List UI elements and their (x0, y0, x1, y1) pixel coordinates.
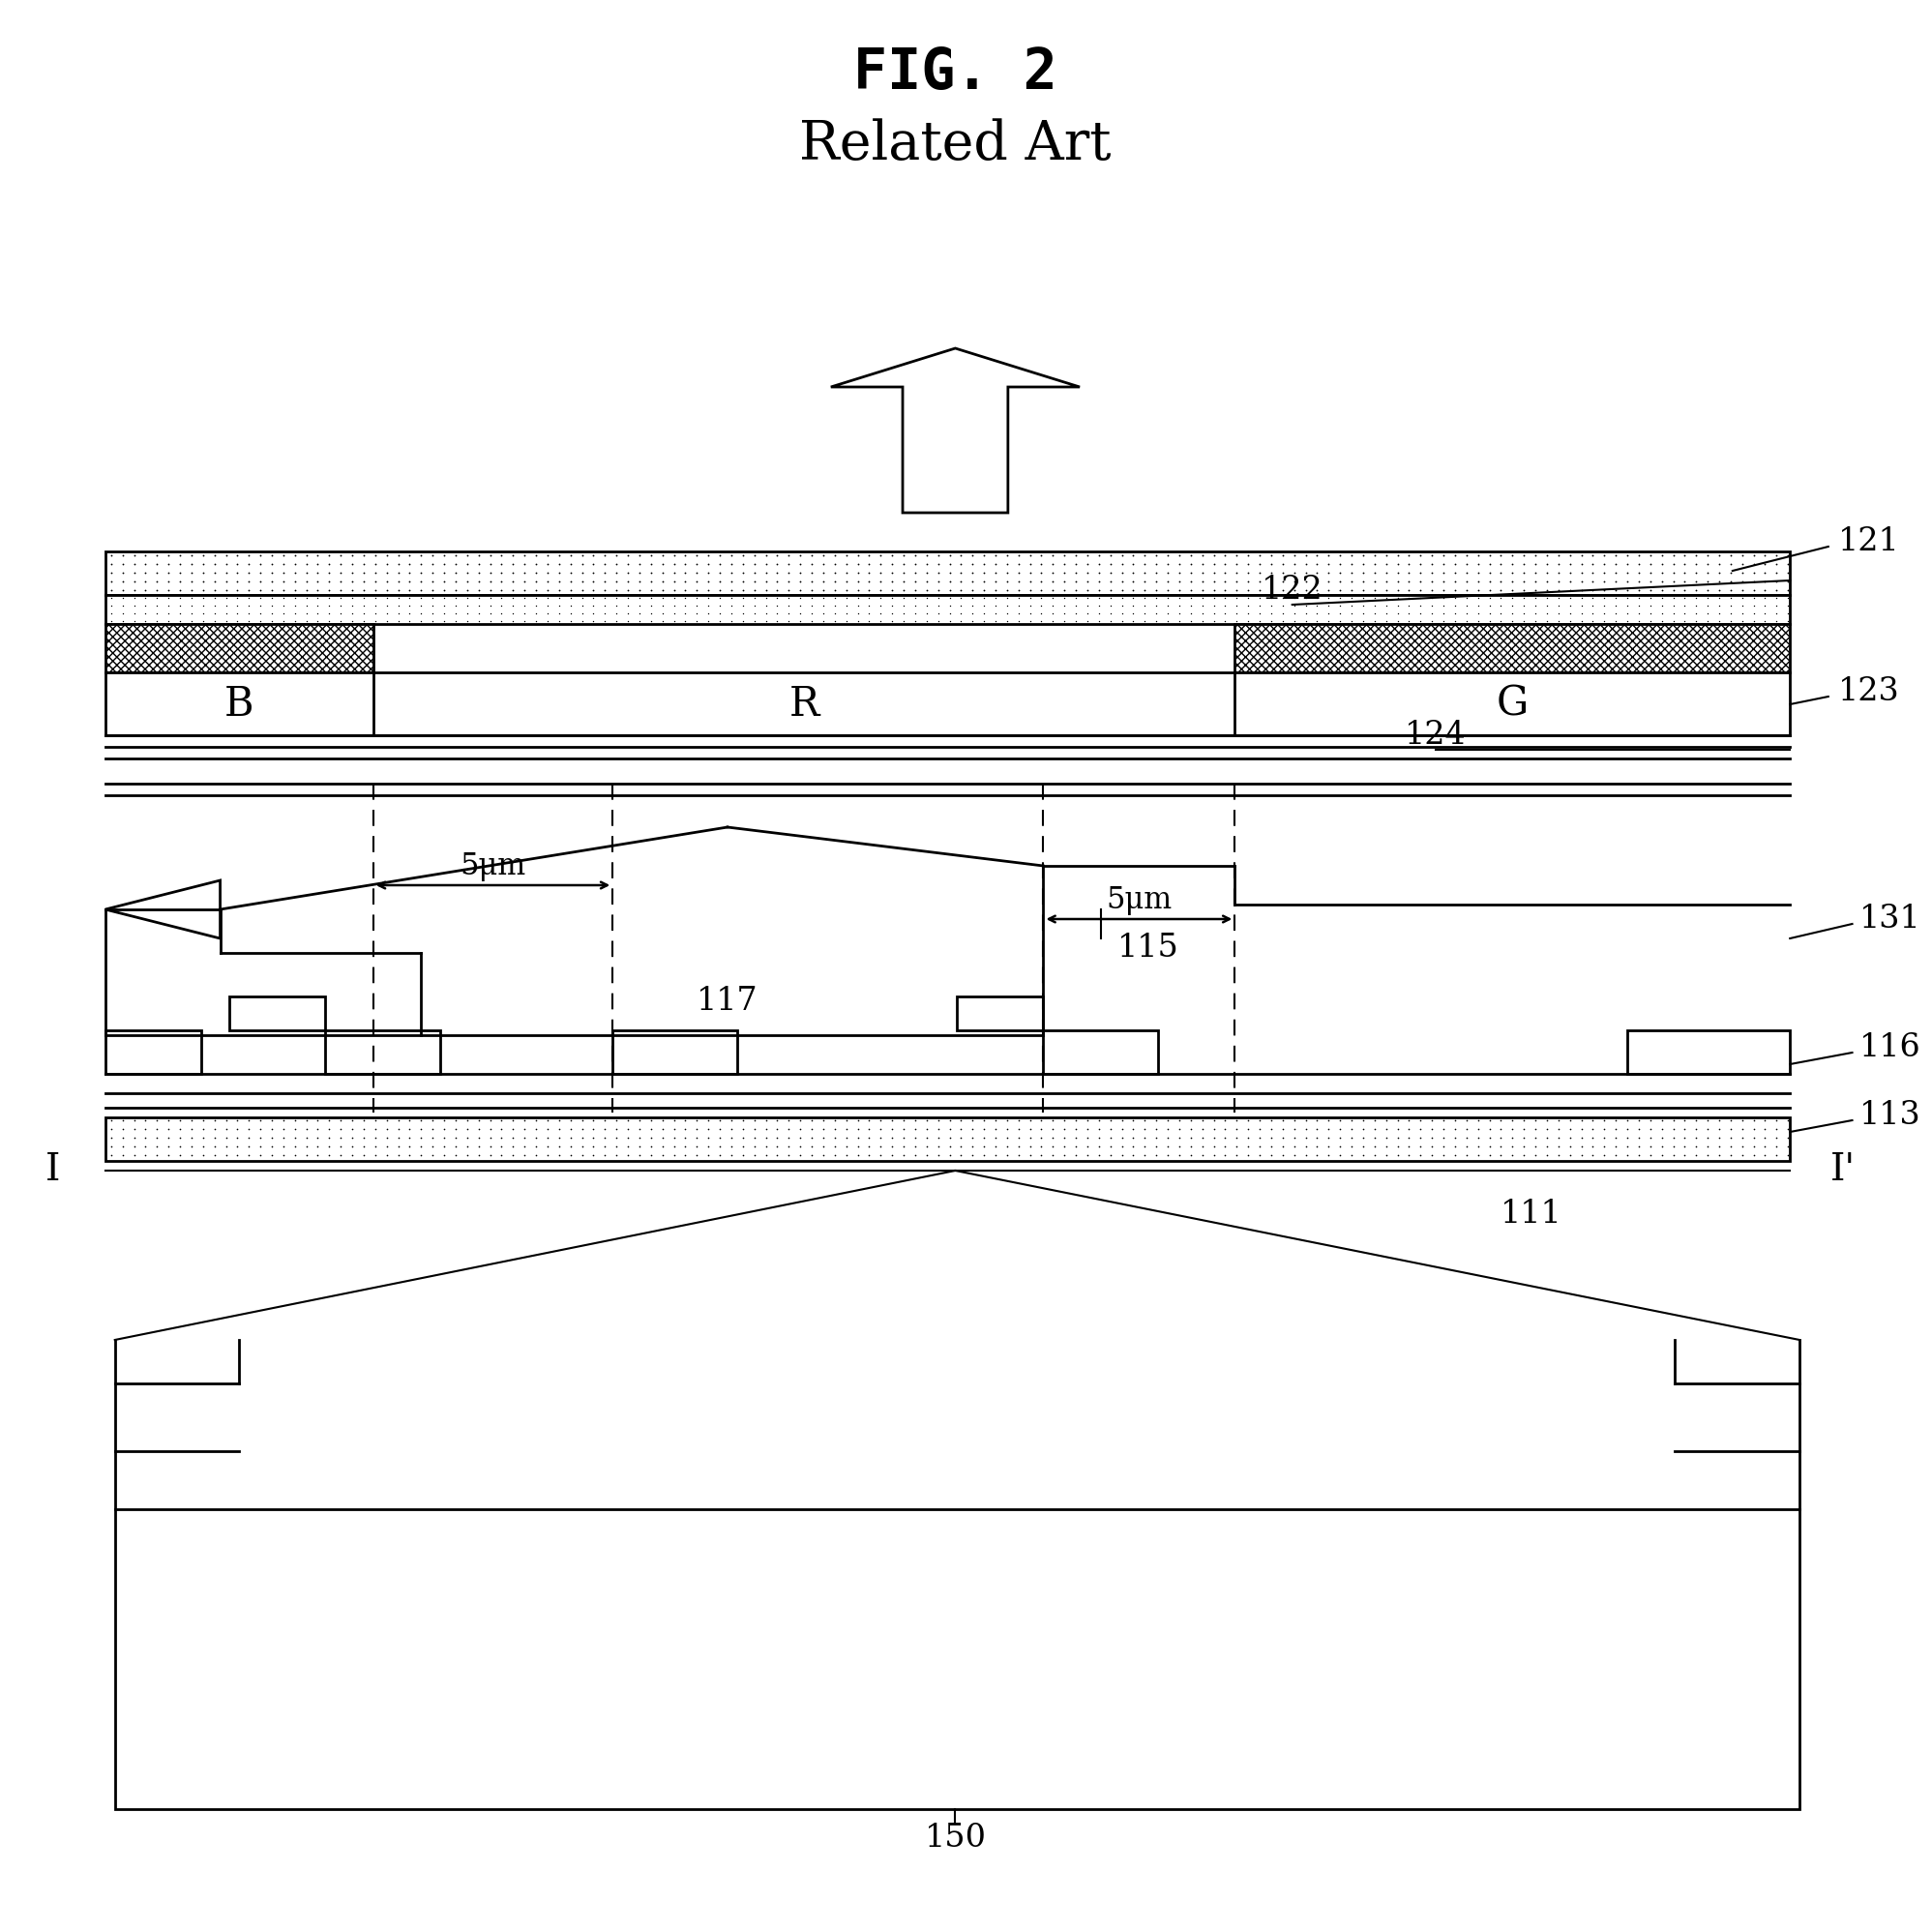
Text: FIG. 2: FIG. 2 (854, 44, 1057, 100)
Bar (1043, 1031, 1157, 1074)
Text: 124: 124 (1405, 720, 1466, 751)
Bar (325, 1031, 440, 1074)
Polygon shape (831, 348, 1080, 514)
Text: 117: 117 (697, 987, 757, 1018)
Text: 121: 121 (1837, 527, 1899, 558)
Bar (104, 552, 1789, 595)
Bar (1235, 624, 1789, 672)
Text: 116: 116 (1859, 1033, 1920, 1064)
Text: 131: 131 (1859, 904, 1920, 935)
Text: B: B (224, 684, 253, 724)
Text: 111: 111 (1501, 1199, 1563, 1230)
Text: I': I' (1830, 1153, 1855, 1188)
Text: I: I (44, 1153, 60, 1188)
Bar (230, 996, 325, 1031)
Text: 115: 115 (1119, 933, 1180, 964)
Bar (104, 672, 1789, 736)
Text: 123: 123 (1837, 676, 1899, 707)
Bar (104, 595, 1789, 624)
Bar (104, 1031, 201, 1074)
Bar (104, 624, 373, 672)
Bar (114, 1510, 1799, 1809)
Text: 113: 113 (1859, 1101, 1920, 1132)
Polygon shape (104, 881, 220, 938)
Bar (1627, 1031, 1789, 1074)
Text: 150: 150 (923, 1823, 985, 1854)
Text: 5μm: 5μm (1107, 884, 1173, 915)
Text: 5μm: 5μm (460, 852, 526, 881)
Bar (956, 996, 1043, 1031)
Bar (104, 1118, 1789, 1161)
Text: R: R (788, 684, 819, 724)
Text: G: G (1495, 684, 1528, 724)
Text: Related Art: Related Art (800, 118, 1111, 172)
Bar (612, 1031, 736, 1074)
Text: 122: 122 (1262, 575, 1323, 606)
